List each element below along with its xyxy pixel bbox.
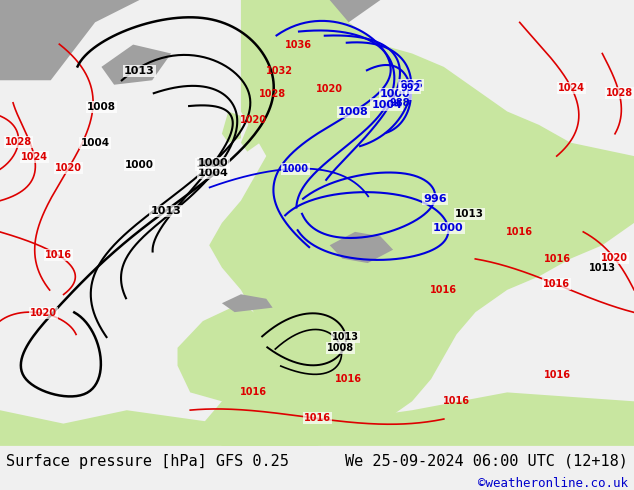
Text: 1016: 1016 bbox=[507, 227, 533, 237]
Text: 1013: 1013 bbox=[124, 66, 155, 76]
Text: 1020: 1020 bbox=[601, 253, 628, 263]
Text: 1016: 1016 bbox=[304, 414, 331, 423]
Text: 1000: 1000 bbox=[282, 164, 309, 173]
Polygon shape bbox=[0, 0, 139, 80]
Text: 1020: 1020 bbox=[55, 163, 82, 172]
Text: 1013: 1013 bbox=[150, 206, 181, 216]
Text: 1013: 1013 bbox=[455, 209, 484, 219]
Text: We 25-09-2024 06:00 UTC (12+18): We 25-09-2024 06:00 UTC (12+18) bbox=[345, 454, 628, 469]
Text: 1032: 1032 bbox=[266, 66, 292, 76]
Text: 1008: 1008 bbox=[327, 343, 354, 353]
Text: 1004: 1004 bbox=[81, 138, 110, 147]
Text: 1004: 1004 bbox=[372, 99, 402, 109]
Text: 1016: 1016 bbox=[443, 396, 470, 406]
Text: 1036: 1036 bbox=[285, 40, 311, 49]
Text: 1016: 1016 bbox=[240, 388, 267, 397]
Text: 1016: 1016 bbox=[430, 285, 457, 295]
Text: 1028: 1028 bbox=[5, 137, 32, 147]
Text: 1028: 1028 bbox=[605, 88, 633, 98]
Text: 1013: 1013 bbox=[332, 332, 359, 343]
Polygon shape bbox=[330, 232, 393, 263]
Text: 1016: 1016 bbox=[45, 250, 72, 260]
Polygon shape bbox=[222, 294, 273, 312]
Polygon shape bbox=[203, 0, 634, 446]
Polygon shape bbox=[273, 0, 380, 98]
Text: 1008: 1008 bbox=[338, 107, 369, 117]
Text: 1024: 1024 bbox=[558, 83, 585, 93]
Text: 1016: 1016 bbox=[335, 374, 362, 384]
Text: 996: 996 bbox=[399, 80, 423, 90]
Text: 1013: 1013 bbox=[589, 263, 616, 272]
Text: 1000: 1000 bbox=[125, 160, 154, 170]
Polygon shape bbox=[0, 392, 634, 446]
Text: 1016: 1016 bbox=[543, 279, 569, 289]
Text: 1000: 1000 bbox=[198, 158, 229, 169]
Text: 1008: 1008 bbox=[196, 159, 226, 170]
Polygon shape bbox=[241, 89, 279, 151]
Text: 1024: 1024 bbox=[21, 151, 48, 162]
Text: 1004: 1004 bbox=[198, 168, 229, 178]
Polygon shape bbox=[222, 112, 241, 143]
Text: 1008: 1008 bbox=[87, 102, 116, 112]
Text: 1020: 1020 bbox=[240, 115, 267, 125]
Text: 1020: 1020 bbox=[316, 84, 343, 94]
Text: 1016: 1016 bbox=[545, 369, 571, 380]
Text: 996: 996 bbox=[423, 194, 447, 204]
Polygon shape bbox=[101, 45, 171, 85]
Text: ©weatheronline.co.uk: ©weatheronline.co.uk bbox=[477, 477, 628, 490]
Text: 1028: 1028 bbox=[259, 89, 286, 98]
Text: 1016: 1016 bbox=[545, 254, 571, 264]
Text: 1000: 1000 bbox=[433, 223, 463, 233]
Text: 1020: 1020 bbox=[30, 308, 57, 318]
Text: 988: 988 bbox=[389, 98, 410, 108]
Polygon shape bbox=[178, 303, 279, 401]
Text: Surface pressure [hPa] GFS 0.25: Surface pressure [hPa] GFS 0.25 bbox=[6, 454, 289, 469]
Text: 1000: 1000 bbox=[380, 89, 411, 99]
Text: 992: 992 bbox=[400, 83, 420, 93]
